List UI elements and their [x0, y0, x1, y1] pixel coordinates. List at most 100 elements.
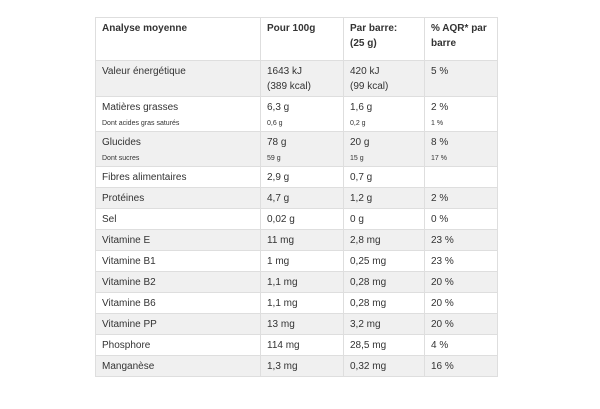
table-cell: 16 % — [424, 355, 498, 377]
table-cell: Manganèse — [95, 355, 261, 377]
cell-text: 16 % — [431, 361, 454, 372]
table-row: Vitamine B1 1 mg 0,25 mg 23 % — [95, 250, 498, 272]
header-cell: Pour 100g — [260, 17, 344, 61]
cell-text: 1 mg — [267, 256, 290, 267]
table-cell: 1,6 g 0,2 g — [343, 96, 425, 132]
cell-note: 17 % — [431, 155, 447, 162]
cell-text: 8 % — [431, 137, 449, 148]
table-cell: Vitamine B2 — [95, 271, 261, 293]
cell-text: 420 kJ — [350, 66, 380, 77]
cell-text: (99 kcal) — [350, 81, 389, 92]
table-cell: Vitamine E — [95, 229, 261, 251]
table-cell: 0,02 g — [260, 208, 344, 230]
table-cell: 1,1 mg — [260, 271, 344, 293]
table-row: Fibres alimentaires 2,9 g 0,7 g — [95, 166, 498, 188]
cell-text: 1,1 mg — [267, 298, 298, 309]
table-cell: Vitamine PP — [95, 313, 261, 335]
header-cell: Analyse moyenne — [95, 17, 261, 61]
table-row: Vitamine B2 1,1 mg 0,28 mg 20 % — [95, 271, 498, 293]
table-cell: 4,7 g — [260, 187, 344, 209]
table-cell: 20 g 15 g — [343, 131, 425, 167]
table-cell: 1,1 mg — [260, 292, 344, 314]
table-cell: 0,25 mg — [343, 250, 425, 272]
cell-text: 1,2 g — [350, 193, 373, 204]
header-cell: % AQR* par barre — [424, 17, 498, 61]
cell-text: 23 % — [431, 256, 454, 267]
cell-text: Vitamine E — [102, 235, 151, 246]
table-cell: 6,3 g 0,6 g — [260, 96, 344, 132]
cell-text: 20 % — [431, 298, 454, 309]
cell-text: 0 % — [431, 214, 449, 225]
table-cell: 11 mg — [260, 229, 344, 251]
table-row: Vitamine PP 13 mg 3,2 mg 20 % — [95, 313, 498, 335]
table-cell: 2 % 1 % — [424, 96, 498, 132]
cell-text: 20 g — [350, 137, 370, 148]
cell-text: 20 % — [431, 277, 454, 288]
cell-text: 5 % — [431, 66, 449, 77]
table-cell: 4 % — [424, 334, 498, 356]
cell-text: 0,02 g — [267, 214, 295, 225]
cell-text: 23 % — [431, 235, 454, 246]
table-cell: 1 mg — [260, 250, 344, 272]
cell-text: 4,7 g — [267, 193, 290, 204]
table-row: Phosphore 114 mg 28,5 mg 4 % — [95, 334, 498, 356]
table-cell: 0,32 mg — [343, 355, 425, 377]
table-row: Valeur énergétique 1643 kJ (389 kcal) 420 k… — [95, 60, 498, 97]
cell-text: Phosphore — [102, 340, 151, 351]
cell-text: Vitamine PP — [102, 319, 157, 330]
table-cell: Glucides Dont sucres — [95, 131, 261, 167]
table-cell: Vitamine B1 — [95, 250, 261, 272]
header-row: Analyse moyenne Pour 100g Par barre: (25 g)… — [95, 17, 498, 61]
table-row: Vitamine B6 1,1 mg 0,28 mg 20 % — [95, 292, 498, 314]
cell-text: 1,1 mg — [267, 277, 298, 288]
cell-text: Glucides — [102, 137, 141, 148]
nutrition-table: Analyse moyenne Pour 100g Par barre: (25 g)… — [95, 17, 498, 377]
cell-text: 2 % — [431, 102, 449, 113]
cell-text: 1643 kJ — [267, 66, 303, 77]
cell-text: 114 mg — [267, 340, 300, 351]
cell-text: 20 % — [431, 319, 454, 330]
table-cell: 0 % — [424, 208, 498, 230]
cell-text: Vitamine B2 — [102, 277, 156, 288]
cell-text: 4 % — [431, 340, 449, 351]
table-cell: 20 % — [424, 271, 498, 293]
cell-text: 0,28 mg — [350, 277, 387, 288]
cell-text: 11 mg — [267, 235, 295, 246]
table-cell: 28,5 mg — [343, 334, 425, 356]
cell-text: Vitamine B6 — [102, 298, 156, 309]
table-cell: 3,2 mg — [343, 313, 425, 335]
cell-note: 0,6 g — [267, 120, 283, 127]
table-cell: 8 % 17 % — [424, 131, 498, 167]
table-cell: 420 kJ (99 kcal) — [343, 60, 425, 97]
table-cell: 1,3 mg — [260, 355, 344, 377]
table-cell: 2,8 mg — [343, 229, 425, 251]
table-cell: Matières grasses Dont acides gras saturés — [95, 96, 261, 132]
table-cell: Vitamine B6 — [95, 292, 261, 314]
table-cell: 2 % — [424, 187, 498, 209]
table-row: Matières grasses Dont acides gras saturés… — [95, 96, 498, 132]
table-cell: 23 % — [424, 250, 498, 272]
cell-text: 0,25 mg — [350, 256, 387, 267]
header-text: (25 g) — [350, 38, 377, 49]
cell-note: Dont sucres — [102, 155, 140, 162]
cell-text: 0,7 g — [350, 172, 373, 183]
cell-note: 15 g — [350, 155, 364, 162]
header-cell: Par barre: (25 g) — [343, 17, 425, 61]
cell-text: Manganèse — [102, 361, 155, 372]
cell-text: 6,3 g — [267, 102, 290, 113]
table-row: Protéines 4,7 g 1,2 g 2 % — [95, 187, 498, 209]
header-text: barre — [431, 38, 457, 49]
cell-note: Dont acides gras saturés — [102, 120, 180, 127]
table-cell: 0,28 mg — [343, 292, 425, 314]
cell-note: 59 g — [267, 155, 281, 162]
table-cell: 13 mg — [260, 313, 344, 335]
table-row: Manganèse 1,3 mg 0,32 mg 16 % — [95, 355, 498, 377]
table-cell: Valeur énergétique — [95, 60, 261, 97]
table-cell: 0,28 mg — [343, 271, 425, 293]
table-row: Glucides Dont sucres 78 g 59 g 20 g 15 g 8 % 17… — [95, 131, 498, 167]
cell-text: 1,6 g — [350, 102, 373, 113]
header-text: % AQR* par — [431, 23, 487, 34]
table-cell: 23 % — [424, 229, 498, 251]
cell-text: Valeur énergétique — [102, 66, 186, 77]
